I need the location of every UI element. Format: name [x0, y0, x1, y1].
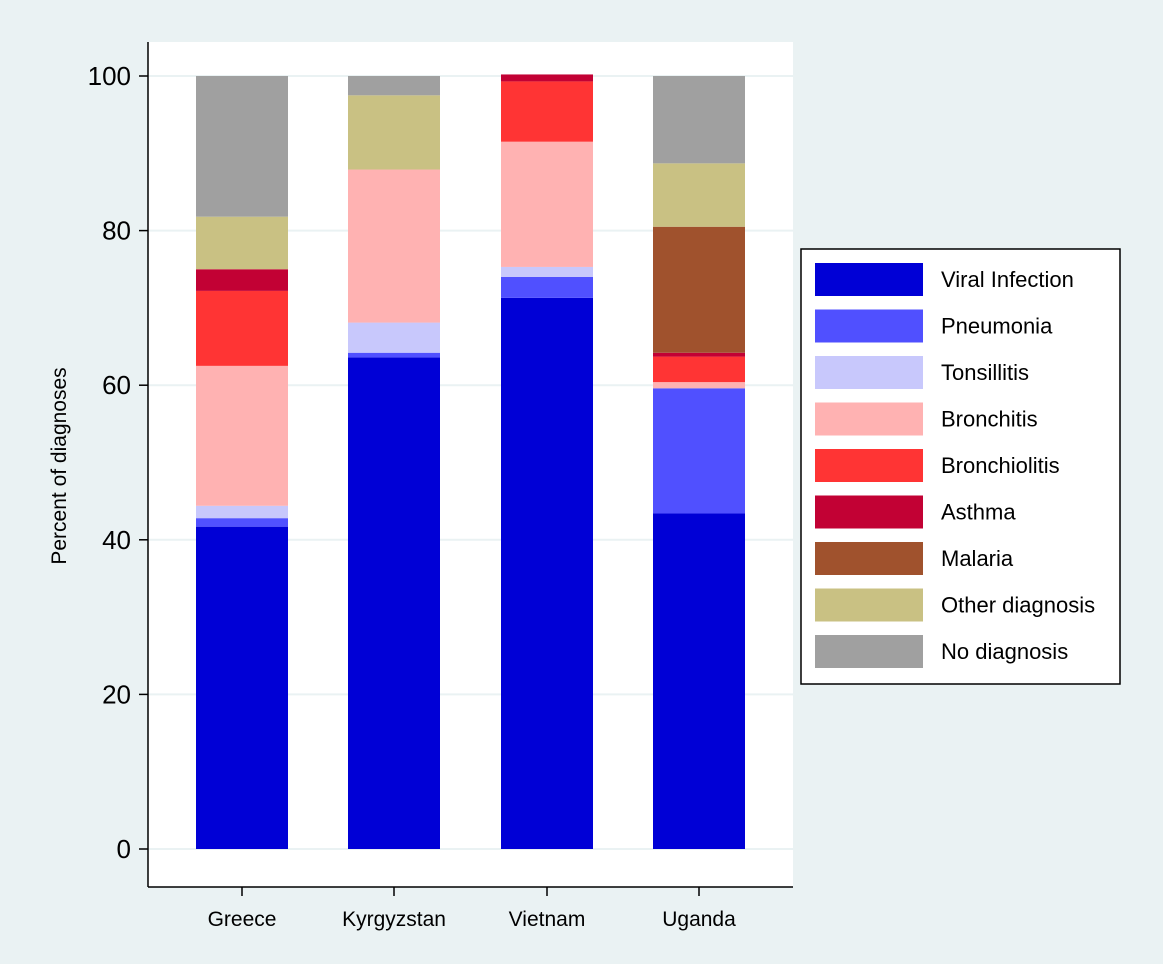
bar-segment: [196, 505, 288, 519]
axes: [147, 42, 793, 888]
legend-swatch: [815, 356, 923, 389]
bar-segment: [653, 356, 745, 383]
bar-segment: [196, 290, 288, 366]
legend-label: Asthma: [941, 500, 1016, 525]
y-tick-label: 60: [102, 370, 131, 400]
legend-swatch: [815, 542, 923, 575]
bar-segment: [501, 266, 593, 277]
bar-segment: [653, 163, 745, 227]
legend-label: Bronchiolitis: [941, 453, 1060, 478]
y-tick-label: 80: [102, 216, 131, 246]
y-tick-label: 0: [117, 834, 131, 864]
legend: Viral Infection Pneumonia Tonsillitis Bronc…: [800, 248, 1121, 685]
bar-segment: [348, 357, 440, 849]
y-tick-label: 20: [102, 679, 131, 709]
legend-swatch: [815, 449, 923, 482]
bar-segment: [653, 388, 745, 514]
legend-label: No diagnosis: [941, 639, 1068, 664]
bar-segment: [348, 76, 440, 96]
legend-label: Malaria: [941, 546, 1014, 571]
bar-segment: [501, 141, 593, 267]
bar-segment: [196, 365, 288, 506]
bar-segment: [501, 74, 593, 82]
bar-segment: [501, 276, 593, 298]
x-tick-label: Greece: [208, 908, 277, 931]
bar-segment: [196, 269, 288, 291]
bar-segment: [501, 81, 593, 142]
legend-label: Bronchitis: [941, 407, 1038, 432]
bar-segment: [196, 76, 288, 217]
bar-segment: [653, 226, 745, 353]
legend-swatch: [815, 309, 923, 343]
legend-swatch: [815, 402, 923, 436]
legend-swatch: [815, 495, 923, 529]
legend-swatch: [815, 635, 923, 668]
bar-segment: [348, 322, 440, 353]
y-axis-label: Percent of diagnoses: [48, 367, 71, 564]
legend-label: Pneumonia: [941, 314, 1053, 339]
x-tick-label: Vietnam: [509, 908, 586, 931]
bars-group: [196, 74, 745, 849]
legend-label: Viral Infection: [941, 267, 1074, 292]
bar-segment: [196, 518, 288, 527]
bar-segment: [653, 382, 745, 389]
y-tick-label: 100: [88, 61, 131, 91]
y-tick-labels: 0 20 40 60 80 100: [88, 61, 148, 864]
x-tick-labels: Greece Kyrgyzstan Vietnam Uganda: [208, 887, 736, 931]
x-tick-label: Kyrgyzstan: [342, 908, 446, 931]
legend-label: Tonsillitis: [941, 360, 1029, 385]
bar-segment: [653, 513, 745, 849]
x-tick-label: Uganda: [662, 908, 736, 931]
bar-segment: [348, 352, 440, 358]
legend-swatch: [815, 263, 923, 296]
bar-segment: [501, 297, 593, 849]
bar-segment: [196, 526, 288, 849]
y-tick-label: 40: [102, 525, 131, 555]
bar-segment: [196, 216, 288, 270]
bar-segment: [348, 169, 440, 323]
bar-segment: [653, 352, 745, 357]
bar-segment: [653, 76, 745, 164]
bar-segment: [348, 95, 440, 170]
legend-label: Other diagnosis: [941, 593, 1095, 618]
legend-swatch: [815, 588, 923, 622]
